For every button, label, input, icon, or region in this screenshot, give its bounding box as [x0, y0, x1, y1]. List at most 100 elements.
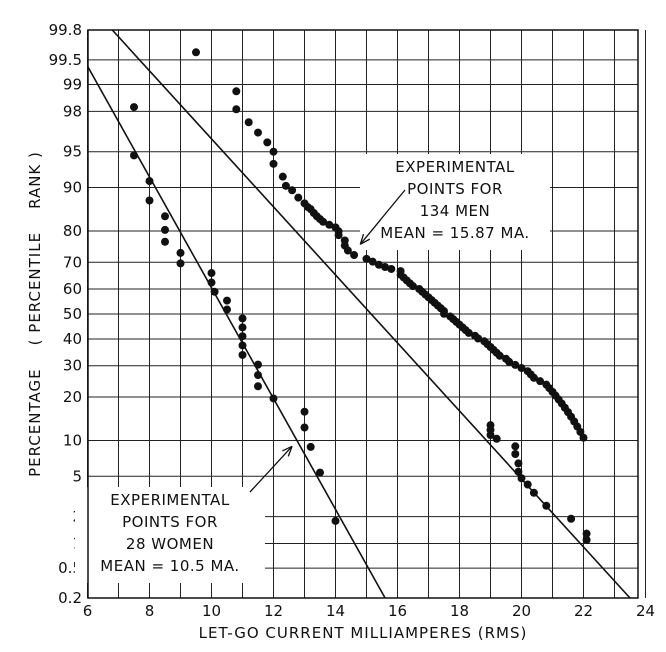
- data-point-series-2: [288, 186, 297, 195]
- annotation-text: 28 WOMEN: [126, 535, 214, 553]
- x-tick-label: 8: [145, 602, 155, 620]
- y-axis-label: PERCENTAGE ( PERCENTILE RANK ): [26, 151, 44, 477]
- annotation-text: 134 MEN: [420, 202, 491, 220]
- data-point-series-1: [145, 177, 154, 186]
- y-tick-label: 99.8: [49, 21, 82, 39]
- annotation-background: [75, 487, 265, 583]
- data-point-series-2: [511, 360, 520, 369]
- data-point-series-2: [368, 257, 377, 266]
- data-point-series-2: [495, 351, 504, 360]
- annotation-arrow: [249, 445, 293, 493]
- data-point-series-2: [319, 217, 328, 226]
- x-tick-label: 24: [636, 602, 655, 620]
- data-point-series-1: [223, 296, 231, 305]
- data-point-series-2: [582, 529, 591, 538]
- data-point-series-2: [281, 181, 290, 190]
- data-point-series-1: [161, 212, 169, 221]
- y-tick-label: 90: [63, 179, 82, 197]
- data-point-series-2: [492, 434, 501, 443]
- y-tick-label: 80: [63, 222, 82, 240]
- data-point-series-1: [238, 341, 247, 350]
- data-point-series-2: [269, 147, 278, 156]
- x-tick-label: 16: [388, 602, 407, 620]
- annotation-arrowhead: [282, 445, 293, 457]
- annotation-text: EXPERIMENTAL: [395, 158, 515, 176]
- data-point-series-1: [306, 442, 315, 451]
- y-tick-label: 99: [63, 75, 82, 93]
- plot-border: [87, 29, 639, 599]
- annotations: EXPERIMENTAL POINTS FOR 134 MEN MEAN = 15.8…: [75, 154, 550, 583]
- data-point-series-2: [511, 442, 520, 451]
- x-tick-label: 14: [326, 602, 345, 620]
- data-point-series-2: [263, 138, 272, 147]
- data-point-series-1: [269, 394, 278, 403]
- y-tick-label: 40: [63, 330, 82, 348]
- x-axis-label: LET-GO CURRENT MILLIAMPERES (RMS): [199, 624, 528, 642]
- data-point-series-1: [161, 237, 169, 246]
- data-point-series-1: [316, 468, 324, 477]
- data-point-series-1: [300, 423, 309, 432]
- annotation-text: EXPERIMENTAL: [110, 491, 230, 509]
- data-point-series-2: [381, 263, 390, 272]
- data-point-series-1: [238, 314, 247, 323]
- data-point-series-2: [517, 474, 526, 483]
- data-point-series-2: [362, 254, 371, 263]
- data-point-series-2: [517, 364, 526, 373]
- data-point-series-2: [464, 328, 473, 337]
- x-tick-label: 10: [202, 602, 221, 620]
- data-point-series-2: [387, 264, 396, 273]
- annotation-text: MEAN = 15.87 MA.: [380, 224, 529, 242]
- data-point-series-1: [161, 225, 169, 234]
- y-tick-label: 70: [63, 253, 82, 271]
- data-point-series-2: [232, 105, 241, 114]
- data-point-series-2: [529, 488, 538, 497]
- data-point-series-2: [232, 87, 241, 96]
- y-tick-label: 95: [63, 143, 82, 161]
- tick-labels: 6810121416182022240.20.51251020304050607…: [49, 21, 655, 620]
- data-point-series-2: [409, 282, 417, 291]
- data-point-series-2: [325, 220, 334, 229]
- data-point-series-1: [300, 407, 309, 416]
- data-point-series-2: [567, 514, 576, 523]
- data-point-series-2: [511, 449, 520, 458]
- data-point-series-1: [176, 259, 185, 268]
- data-points: [130, 48, 591, 544]
- data-point-series-2: [536, 377, 545, 386]
- data-point-series-2: [440, 309, 448, 318]
- y-tick-label: 0.2: [58, 589, 82, 607]
- data-point-series-2: [542, 501, 551, 510]
- data-point-series-1: [210, 287, 219, 296]
- y-tick-label: 99.5: [49, 51, 82, 69]
- annotation-arrow: [359, 189, 406, 245]
- data-point-series-1: [254, 382, 262, 391]
- y-tick-label: 98: [63, 102, 82, 120]
- annotation-text: MEAN = 10.5 MA.: [100, 557, 239, 575]
- data-point-series-1: [238, 323, 247, 332]
- data-point-series-2: [269, 159, 278, 168]
- data-point-series-2: [254, 128, 262, 137]
- y-tick-label: 5: [72, 467, 82, 485]
- x-tick-label: 22: [574, 602, 593, 620]
- data-point-series-2: [343, 246, 352, 255]
- data-point-series-1: [254, 371, 262, 380]
- annotation-background: [360, 154, 550, 250]
- y-tick-label: 30: [63, 357, 82, 375]
- data-point-series-2: [334, 231, 343, 240]
- data-point-series-1: [145, 196, 154, 205]
- x-tick-label: 12: [264, 602, 283, 620]
- data-point-series-2: [192, 48, 200, 57]
- data-point-series-2: [514, 467, 523, 476]
- annotation-arrowhead: [359, 233, 371, 245]
- y-tick-label: 10: [63, 431, 82, 449]
- data-point-series-2: [529, 373, 538, 382]
- data-point-series-1: [130, 151, 138, 160]
- data-point-series-1: [238, 332, 247, 341]
- data-point-series-2: [579, 433, 588, 442]
- data-point-series-2: [505, 357, 514, 366]
- data-point-series-2: [350, 251, 359, 260]
- y-tick-label: 60: [63, 280, 82, 298]
- x-tick-label: 20: [512, 602, 531, 620]
- data-point-series-1: [130, 103, 138, 112]
- data-point-series-2: [278, 172, 287, 181]
